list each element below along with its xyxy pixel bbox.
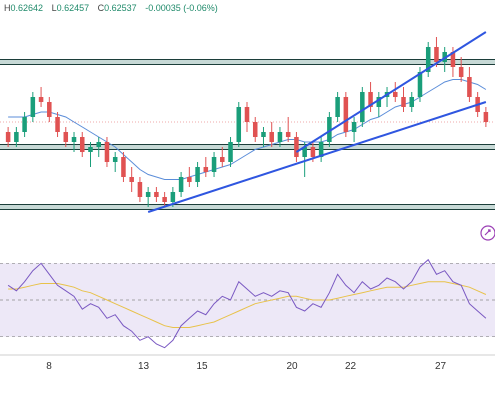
x-tick-label: 20 <box>286 361 298 372</box>
bullish-candle <box>14 132 19 142</box>
bullish-candle <box>360 92 365 122</box>
settings-icon-ring[interactable] <box>480 225 495 241</box>
ohlc-readout: H0.62642 L0.62457 C0.62537 -0.00035 (-0.… <box>4 3 224 13</box>
high-value: 0.62642 <box>10 3 44 13</box>
x-tick-label: 8 <box>46 361 52 372</box>
bearish-candle <box>187 177 192 182</box>
bearish-candle <box>220 157 225 162</box>
bearish-candle <box>104 142 110 162</box>
bearish-candle <box>121 157 126 177</box>
bullish-candle <box>211 157 217 172</box>
bearish-candle <box>5 132 11 142</box>
bearish-candle <box>129 177 134 182</box>
x-tick-label: 13 <box>138 361 150 372</box>
bullish-candle <box>318 142 324 157</box>
bearish-candle <box>393 92 398 97</box>
bullish-candle <box>228 142 233 162</box>
bearish-candle <box>203 167 209 172</box>
bearish-candle <box>434 47 439 62</box>
rsi-line <box>7 258 487 349</box>
bullish-candle <box>327 117 332 142</box>
bearish-candle <box>47 102 52 117</box>
x-tick-label: 22 <box>345 361 357 372</box>
price-pane <box>0 31 495 213</box>
bearish-candle <box>310 147 316 157</box>
bearish-candle <box>244 107 250 122</box>
bullish-candle <box>335 97 340 117</box>
bearish-candle <box>467 77 472 97</box>
x-tick-label: 27 <box>435 361 447 372</box>
bearish-candle <box>38 97 44 102</box>
settings-icon-glyph <box>484 229 491 236</box>
bearish-candle <box>269 132 274 142</box>
bearish-candle <box>252 122 258 137</box>
bearish-candle <box>137 182 143 197</box>
bullish-candle <box>277 132 283 142</box>
bearish-candle <box>79 137 85 152</box>
support-resistance-zone <box>0 145 495 149</box>
bullish-candle <box>409 97 415 107</box>
bullish-candle <box>261 132 266 137</box>
support-resistance-zone <box>0 205 495 209</box>
bullish-candle <box>22 117 27 132</box>
bearish-candle <box>294 137 299 157</box>
change-value: -0.00035 (-0.06%) <box>145 3 218 13</box>
bullish-candle <box>178 177 184 192</box>
bullish-candle <box>71 137 77 142</box>
bearish-candle <box>483 112 489 122</box>
bearish-candle <box>162 197 167 202</box>
bearish-candle <box>285 132 291 137</box>
bullish-candle <box>96 142 101 147</box>
channel-lower-trendline <box>147 101 487 213</box>
bearish-candle <box>368 92 373 107</box>
bullish-candle <box>195 167 200 182</box>
bullish-candle <box>236 107 242 142</box>
close-value: 0.62537 <box>104 3 137 13</box>
channel-upper-trendline <box>295 31 487 153</box>
bullish-candle <box>425 47 431 72</box>
high-label: H <box>4 3 11 13</box>
moving-average-line <box>8 79 487 180</box>
bearish-candle <box>343 97 349 132</box>
settings-icon[interactable] <box>480 225 495 241</box>
bullish-candle <box>145 192 151 197</box>
bullish-candle <box>417 72 423 97</box>
x-axis: 8 13 15 20 22 27 <box>0 354 495 372</box>
low-value: 0.62457 <box>56 3 90 13</box>
bearish-candle <box>55 117 60 132</box>
bearish-candle <box>154 192 159 197</box>
bullish-candle <box>351 122 357 132</box>
low-label: L <box>51 3 57 13</box>
bullish-candle <box>112 157 118 162</box>
bullish-candle <box>88 147 93 152</box>
bearish-candle <box>63 132 69 142</box>
bullish-candle <box>376 97 382 107</box>
support-resistance-zone <box>0 60 495 64</box>
bearish-candle <box>450 52 456 67</box>
bearish-candle <box>458 67 464 77</box>
rsi-pane <box>0 258 495 349</box>
bullish-candle <box>30 97 36 117</box>
x-tick-label: 15 <box>196 361 208 372</box>
bullish-candle <box>170 192 176 202</box>
bearish-candle <box>401 97 406 107</box>
bullish-candle <box>302 147 307 157</box>
close-label: C <box>97 3 105 13</box>
